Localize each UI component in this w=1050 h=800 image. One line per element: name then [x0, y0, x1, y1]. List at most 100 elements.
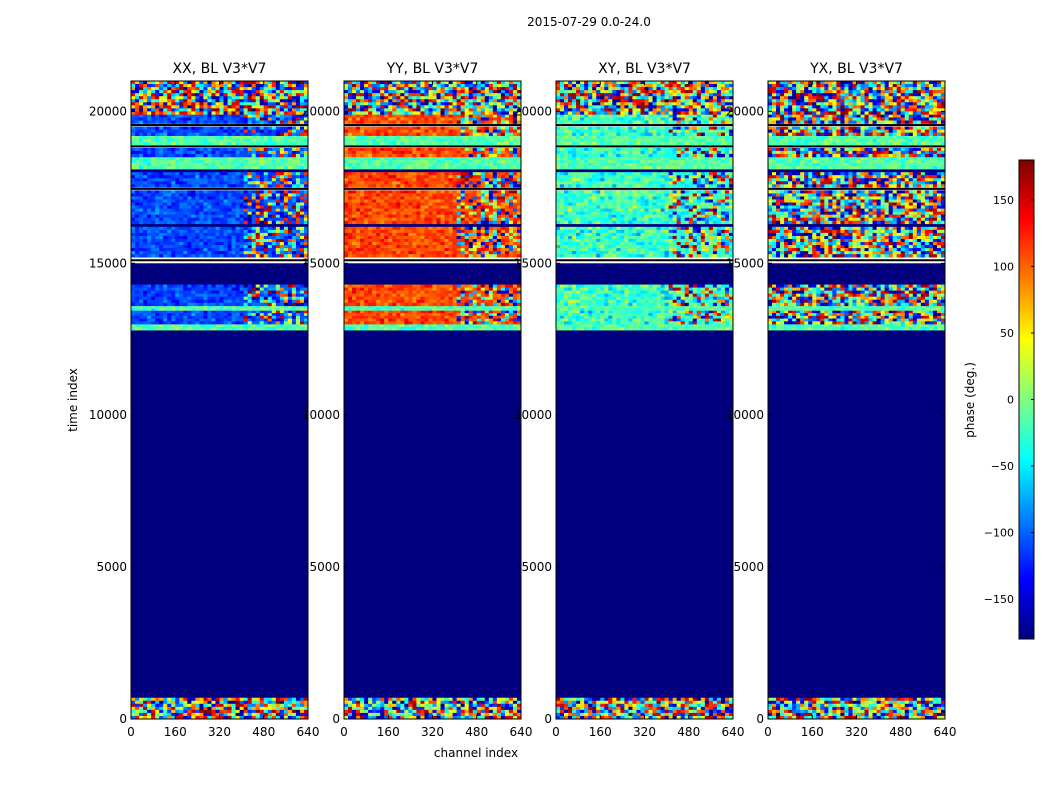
- heatmap-cell: [372, 715, 377, 720]
- heatmap-cell: [223, 172, 228, 176]
- heatmap-cell: [179, 321, 184, 325]
- heatmap-cell: [163, 248, 168, 252]
- heatmap-cell: [155, 175, 160, 179]
- heatmap-cell: [372, 238, 377, 243]
- heatmap-cell: [372, 293, 377, 298]
- heatmap-cell: [223, 700, 228, 705]
- heatmap-cell: [231, 166, 236, 170]
- heatmap-cell: [179, 90, 184, 94]
- heatmap-cell: [291, 87, 297, 91]
- heatmap-cell: [143, 126, 148, 130]
- heatmap-cell: [191, 299, 196, 304]
- heatmap-cell: [223, 242, 228, 246]
- heatmap-cell: [199, 254, 204, 258]
- heatmap-cell: [416, 700, 421, 705]
- heatmap-cell: [512, 229, 518, 234]
- heatmap-cell: [219, 99, 224, 103]
- heatmap-cell: [247, 90, 252, 94]
- heatmap-cell: [255, 245, 261, 249]
- heatmap-cell: [516, 302, 522, 307]
- heatmap-cell: [271, 254, 277, 258]
- heatmap-cell: [231, 208, 236, 212]
- heatmap-cell: [167, 196, 172, 200]
- heatmap-cell: [223, 181, 228, 185]
- heatmap-cell: [167, 166, 172, 170]
- heatmap-cell: [183, 245, 188, 249]
- heatmap-cell: [203, 93, 208, 97]
- heatmap-cell: [211, 313, 216, 317]
- heatmap-cell: [303, 293, 309, 298]
- heatmap-cell: [231, 321, 236, 325]
- heatmap-cell: [155, 238, 160, 243]
- heatmap-cell: [440, 190, 445, 194]
- heatmap-cell: [259, 226, 265, 231]
- heatmap-cell: [259, 84, 265, 88]
- heatmap-cell: [163, 712, 168, 717]
- heatmap-cell: [291, 81, 297, 85]
- heatmap-cell: [279, 147, 285, 152]
- heatmap-cell: [263, 308, 269, 311]
- heatmap-cell: [299, 296, 305, 301]
- heatmap-cell: [143, 310, 148, 314]
- heatmap-cell: [400, 697, 405, 702]
- heatmap-cell: [163, 108, 168, 112]
- heatmap-cell: [279, 242, 285, 246]
- heatmap-cell: [171, 706, 176, 711]
- heatmap-cell: [279, 284, 285, 288]
- heatmap-cell: [167, 697, 172, 702]
- heatmap-cell: [496, 715, 502, 720]
- heatmap-cell: [360, 232, 365, 237]
- heatmap-cell: [239, 299, 244, 304]
- heatmap-cell: [259, 202, 265, 206]
- heatmap-cell: [356, 321, 361, 325]
- heatmap-cell: [143, 235, 148, 240]
- heatmap-cell: [199, 129, 204, 133]
- heatmap-cell: [392, 700, 397, 705]
- heatmap-cell: [440, 327, 445, 331]
- heatmap-cell: [139, 245, 144, 249]
- heatmap-cell: [159, 199, 164, 203]
- heatmap-cell: [179, 129, 184, 133]
- heatmap-cell: [287, 220, 293, 225]
- heatmap-cell: [436, 709, 441, 714]
- heatmap-cell: [135, 202, 140, 206]
- heatmap-cell: [432, 290, 437, 294]
- heatmap-cell: [271, 108, 277, 112]
- heatmap-cell: [163, 81, 168, 85]
- heatmap-cell: [299, 715, 305, 720]
- heatmap-cell: [147, 87, 152, 91]
- heatmap-cell: [392, 251, 397, 255]
- heatmap-cell: [183, 287, 188, 291]
- heatmap-cell: [215, 327, 220, 331]
- heatmap-cell: [131, 193, 136, 197]
- heatmap-cell: [203, 190, 208, 194]
- heatmap-cell: [259, 220, 265, 225]
- heatmap-cell: [295, 703, 301, 708]
- heatmap-cell: [247, 163, 252, 167]
- heatmap-cell: [412, 327, 417, 331]
- heatmap-cell: [207, 117, 212, 121]
- heatmap-cell: [163, 153, 168, 158]
- heatmap-cell: [163, 178, 168, 182]
- heatmap-cell: [239, 287, 244, 291]
- heatmap-cell: [159, 248, 164, 252]
- heatmap-cell: [263, 211, 269, 215]
- heatmap-cell: [187, 293, 192, 298]
- heatmap-cell: [287, 153, 293, 158]
- heatmap-cell: [372, 190, 377, 194]
- heatmap-cell: [283, 251, 289, 255]
- heatmap-cell: [287, 150, 293, 155]
- heatmap-cell: [191, 117, 196, 121]
- heatmap-cell: [287, 172, 293, 176]
- heatmap-cell: [135, 135, 140, 140]
- heatmap-cell: [420, 254, 425, 258]
- heatmap-cell: [275, 284, 281, 288]
- heatmap-cell: [211, 84, 216, 88]
- heatmap-cell: [279, 96, 285, 100]
- heatmap-cell: [251, 706, 256, 711]
- heatmap-cell: [243, 709, 248, 714]
- heatmap-cell: [468, 196, 474, 200]
- heatmap-cell: [492, 313, 498, 317]
- heatmap-cell: [287, 302, 293, 307]
- heatmap-cell: [207, 190, 212, 194]
